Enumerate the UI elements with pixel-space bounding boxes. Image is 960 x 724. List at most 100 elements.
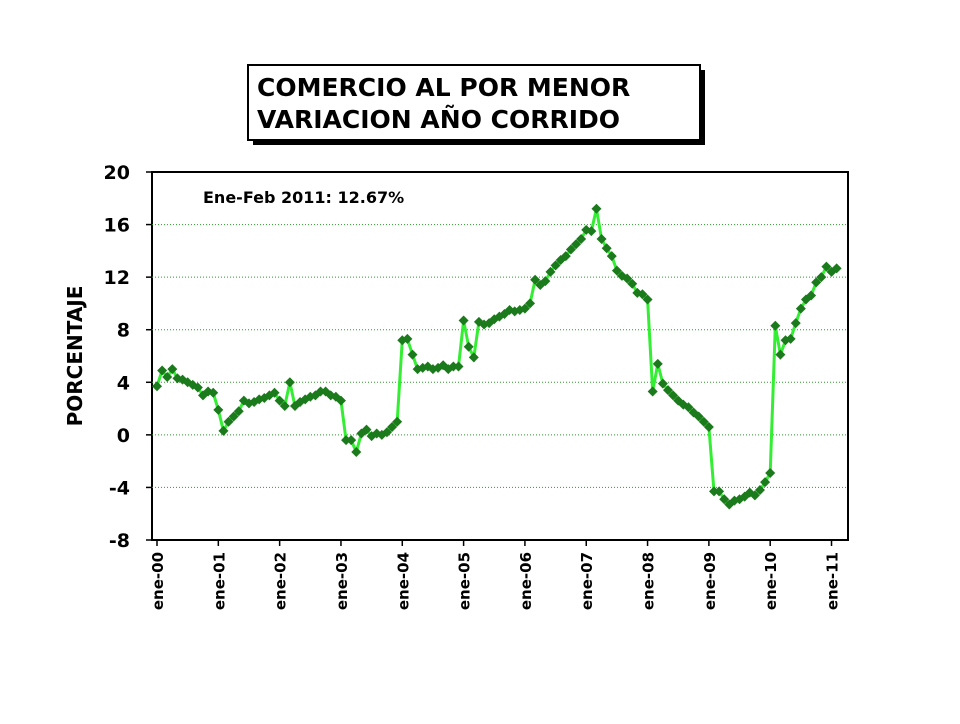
data-point (218, 425, 229, 436)
chart-title: COMERCIO AL POR MENOR (257, 73, 630, 102)
data-point (714, 486, 725, 497)
data-point (816, 272, 827, 283)
data-point (571, 239, 582, 250)
data-point (591, 203, 602, 214)
x-tick-label: ene-11 (824, 552, 842, 610)
data-point (392, 416, 403, 427)
data-point (192, 382, 203, 393)
data-point (637, 289, 648, 300)
y-axis-label: PORCENTAJE (63, 286, 87, 427)
data-point (448, 361, 459, 372)
data-point (284, 377, 295, 388)
y-tick-label: 16 (104, 215, 130, 237)
x-tick-label: ene-02 (272, 552, 290, 610)
y-tick-label: 12 (104, 267, 130, 289)
data-point (683, 402, 694, 413)
data-point (693, 411, 704, 422)
data-point (754, 485, 765, 496)
data-point (407, 349, 418, 360)
data-point (806, 290, 817, 301)
data-point (703, 421, 714, 432)
data-point (765, 467, 776, 478)
data-point (770, 320, 781, 331)
data-point (652, 358, 663, 369)
data-point (555, 255, 566, 266)
y-tick-label: 8 (117, 320, 130, 342)
data-point (346, 435, 357, 446)
title-box (247, 64, 701, 141)
data-point (468, 352, 479, 363)
data-point (269, 387, 280, 398)
data-point (233, 406, 244, 417)
data-point (821, 261, 832, 272)
data-point (790, 318, 801, 329)
plot-area (151, 171, 849, 541)
data-point (611, 265, 622, 276)
data-point (719, 494, 730, 505)
data-point (525, 298, 536, 309)
data-point (627, 278, 638, 289)
data-point (335, 395, 346, 406)
data-point (657, 378, 668, 389)
y-tick-label: 0 (117, 425, 130, 447)
y-tick-label: -4 (109, 477, 130, 499)
data-point (162, 372, 173, 383)
data-point (596, 234, 607, 245)
data-point (387, 421, 398, 432)
data-point (213, 404, 224, 415)
data-point (208, 387, 219, 398)
data-point (622, 273, 633, 284)
data-point (341, 435, 352, 446)
y-tick-label: 20 (104, 162, 130, 184)
x-tick-label: ene-10 (762, 552, 780, 610)
data-point (642, 294, 653, 305)
y-tick-label: 4 (117, 372, 130, 394)
data-point (708, 486, 719, 497)
data-point (749, 490, 760, 501)
data-point (775, 349, 786, 360)
data-point (576, 234, 587, 245)
x-tick-label: ene-08 (640, 552, 658, 610)
data-point (381, 427, 392, 438)
data-point (560, 251, 571, 262)
x-tick-label: ene-03 (333, 552, 351, 610)
x-tick-label: ene-04 (394, 552, 412, 610)
data-point (453, 361, 464, 372)
data-point (351, 446, 362, 457)
data-point (167, 364, 178, 375)
data-point (565, 244, 576, 255)
data-point (811, 277, 822, 288)
data-point (152, 381, 162, 392)
data-point (795, 303, 806, 314)
data-point (663, 385, 673, 396)
data-point (545, 266, 556, 277)
x-tick-label: ene-05 (456, 552, 474, 610)
data-point (504, 305, 515, 315)
y-tick-label: -8 (109, 530, 130, 552)
x-tick-label: ene-06 (517, 552, 535, 610)
data-point (463, 341, 474, 352)
data-point (279, 400, 290, 411)
data-point (223, 416, 234, 427)
data-point (601, 243, 612, 254)
data-point (519, 303, 530, 314)
data-point (315, 386, 326, 397)
data-point (458, 315, 469, 326)
data-point (274, 395, 285, 406)
data-point (647, 386, 658, 397)
data-point (228, 411, 239, 422)
data-point (530, 274, 541, 285)
data-point (540, 276, 551, 287)
data-point (668, 390, 679, 401)
data-point (831, 263, 842, 274)
data-point (157, 365, 168, 376)
data-point (402, 333, 413, 344)
data-point (698, 416, 709, 427)
x-tick-label: ene-09 (701, 552, 719, 610)
chart-subtitle: VARIACION AÑO CORRIDO (257, 105, 620, 134)
data-point (586, 226, 597, 237)
data-point (550, 260, 561, 271)
data-point (361, 424, 372, 435)
x-tick-label: ene-01 (210, 552, 228, 610)
data-point (785, 333, 796, 344)
